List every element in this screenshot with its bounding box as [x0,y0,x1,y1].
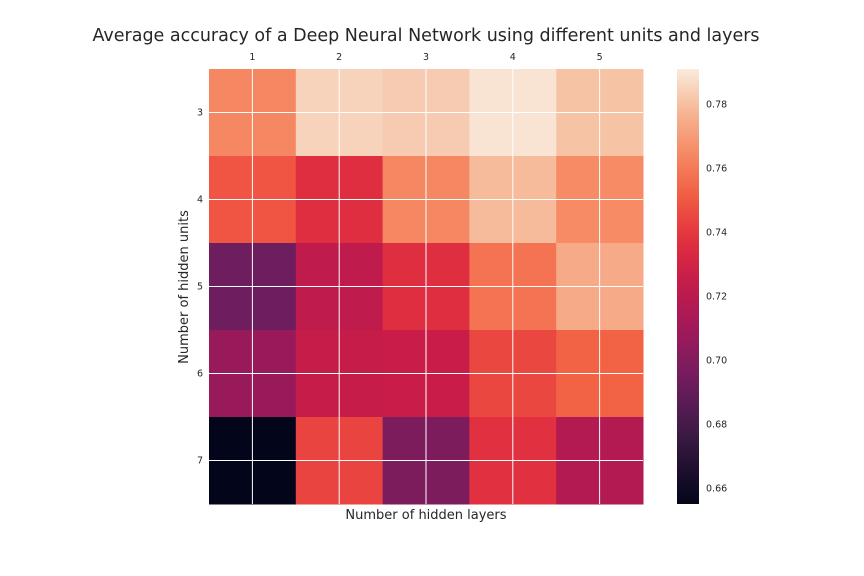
heatmap-gridlines [209,69,643,504]
x-tick-label: 2 [336,52,342,63]
y-axis-label: Number of hidden units [177,210,192,364]
y-tick-labels: 3 4 5 6 7 [197,108,203,467]
colorbar-tick-label: 0.76 [706,164,727,175]
colorbar-tick-labels: 0.66 0.68 0.70 0.72 0.74 0.76 0.78 [706,100,727,495]
colorbar-tick-label: 0.70 [706,356,727,367]
x-tick-label: 4 [510,52,516,63]
y-tick-label: 7 [197,456,203,467]
y-tick-label: 4 [197,195,203,206]
colorbar-tick-label: 0.74 [706,228,727,239]
colorbar-tick-label: 0.68 [706,420,727,431]
y-tick-label: 3 [197,108,203,119]
x-tick-label: 5 [597,52,603,63]
y-tick-label: 6 [197,369,203,380]
chart-title: Average accuracy of a Deep Neural Networ… [92,26,759,46]
colorbar-tick-label: 0.72 [706,292,727,303]
x-tick-label: 3 [423,52,429,63]
colorbar [677,69,699,504]
colorbar-tick-label: 0.66 [706,484,727,495]
x-tick-labels: 1 2 3 4 5 [249,52,602,63]
colorbar-tick-label: 0.78 [706,100,727,111]
y-tick-label: 5 [197,282,203,293]
x-axis-label: Number of hidden layers [345,508,506,523]
x-tick-label: 1 [249,52,255,63]
